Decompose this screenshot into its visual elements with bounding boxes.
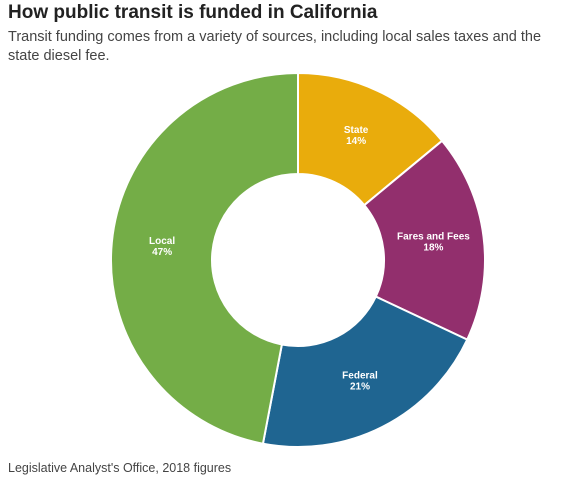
chart-subtitle: Transit funding comes from a variety of … bbox=[8, 29, 542, 64]
slice-label: Fares and Fees bbox=[397, 232, 470, 243]
source-note: Legislative Analyst's Office, 2018 figur… bbox=[8, 461, 232, 475]
slice-value-label: 14% bbox=[346, 136, 366, 147]
slice-value-label: 18% bbox=[423, 243, 443, 254]
donut-slice bbox=[297, 71, 444, 207]
slice-label: State bbox=[344, 125, 369, 136]
slice-value-label: 47% bbox=[152, 247, 172, 258]
donut-slice bbox=[110, 71, 299, 445]
slice-label: Local bbox=[149, 236, 175, 247]
chart-title: How public transit is funded in Californ… bbox=[8, 2, 378, 23]
donut-slice bbox=[261, 295, 469, 448]
slice-value-label: 21% bbox=[350, 381, 370, 392]
donut-slice bbox=[362, 139, 486, 341]
slice-label: Federal bbox=[342, 370, 378, 381]
